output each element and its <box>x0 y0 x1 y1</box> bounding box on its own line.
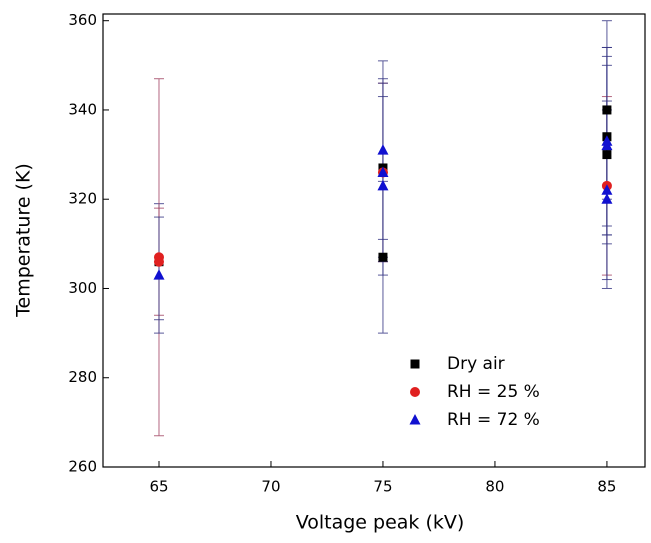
x-tick-label: 80 <box>485 478 504 496</box>
y-tick-label: 320 <box>68 190 97 208</box>
plot-frame <box>102 13 646 468</box>
marker <box>601 139 613 151</box>
marker <box>601 193 613 204</box>
y-tick-label: 280 <box>68 368 97 386</box>
marker <box>602 105 612 115</box>
marker <box>377 166 389 177</box>
legend-marker <box>409 414 421 425</box>
y-axis-label: Temperature (K) <box>13 163 35 318</box>
marker <box>153 269 165 280</box>
legend-label: RH = 25 % <box>447 382 540 402</box>
x-tick-label: 70 <box>261 478 280 496</box>
y-tick-label: 260 <box>68 458 97 476</box>
legend-label: Dry air <box>447 354 505 374</box>
x-tick-label: 85 <box>597 478 616 496</box>
x-tick-label: 75 <box>373 478 392 496</box>
y-tick-label: 340 <box>68 100 97 118</box>
y-tick-label: 360 <box>68 11 97 29</box>
marker <box>601 184 613 195</box>
marker <box>377 144 389 155</box>
legend-label: RH = 72 % <box>447 410 540 430</box>
legend-marker <box>410 387 420 397</box>
marker <box>378 252 388 262</box>
y-tick-label: 300 <box>68 279 97 297</box>
legend-marker <box>410 359 420 369</box>
marker <box>153 256 164 267</box>
marker <box>602 150 612 160</box>
marker <box>377 179 389 191</box>
x-axis-label: Voltage peak (kV) <box>296 512 465 534</box>
x-tick-label: 65 <box>149 478 168 496</box>
